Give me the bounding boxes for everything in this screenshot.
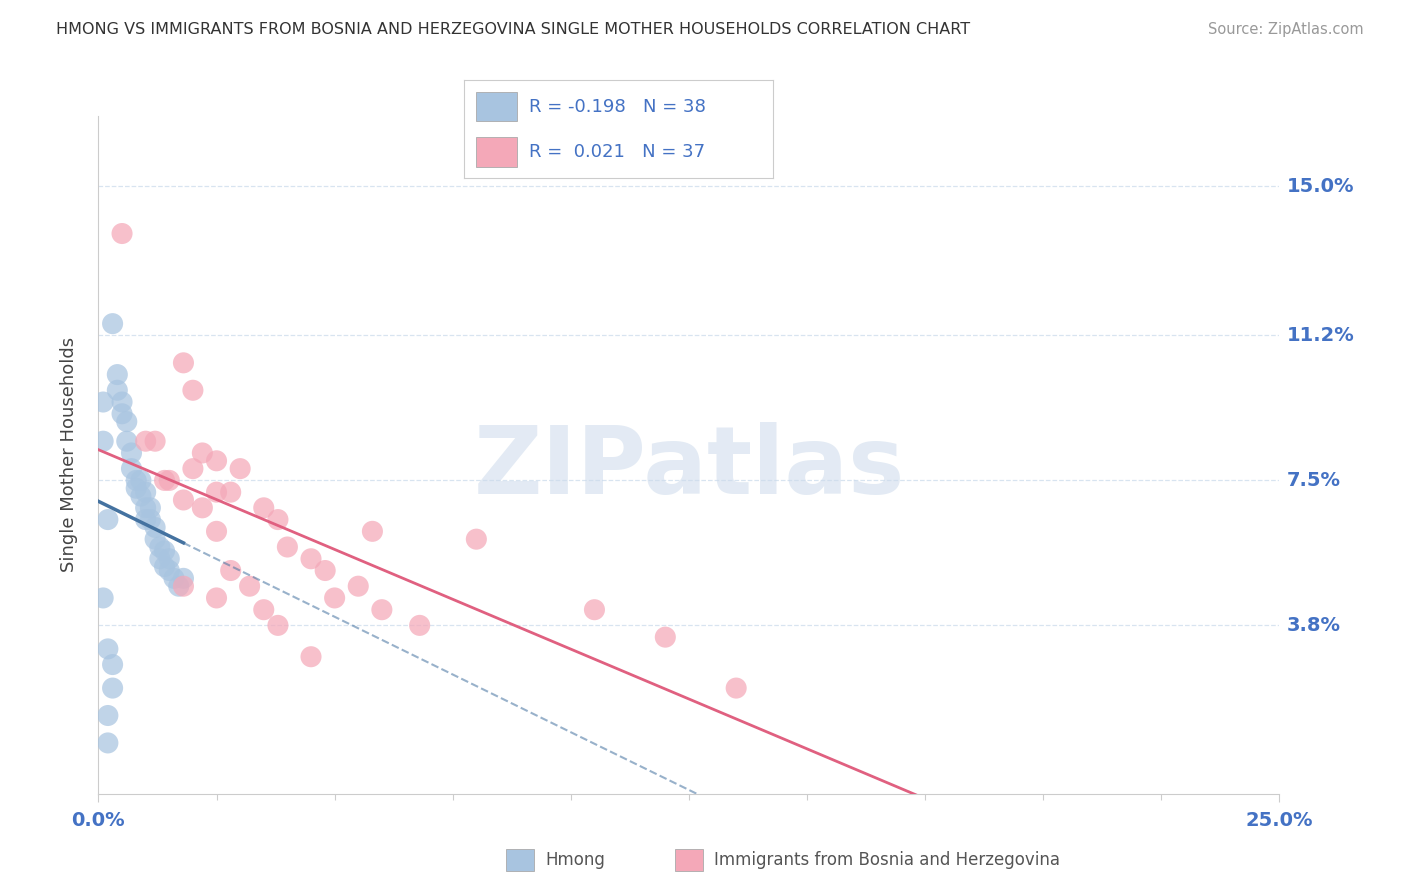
Point — [267, 512, 290, 526]
Point — [157, 551, 180, 566]
Point — [153, 559, 176, 574]
Point — [139, 512, 162, 526]
Point — [347, 579, 370, 593]
Point — [111, 227, 134, 241]
Point — [91, 434, 114, 449]
Point — [143, 434, 166, 449]
Point — [172, 579, 194, 593]
Point — [101, 317, 124, 331]
Text: Hmong: Hmong — [546, 851, 606, 869]
Point — [191, 446, 214, 460]
Point — [105, 384, 128, 398]
Point — [111, 407, 134, 421]
Point — [135, 434, 157, 449]
Point — [229, 461, 252, 475]
Point — [205, 524, 228, 539]
Point — [654, 630, 676, 644]
Point — [115, 434, 138, 449]
Point — [205, 485, 228, 500]
Bar — [477, 137, 516, 167]
Point — [172, 571, 194, 585]
Point — [143, 520, 166, 534]
Point — [157, 474, 180, 488]
Point — [105, 368, 128, 382]
Point — [149, 551, 172, 566]
Point — [101, 657, 124, 672]
Y-axis label: Single Mother Households: Single Mother Households — [59, 337, 77, 573]
Point — [135, 500, 157, 515]
Text: HMONG VS IMMIGRANTS FROM BOSNIA AND HERZEGOVINA SINGLE MOTHER HOUSEHOLDS CORRELA: HMONG VS IMMIGRANTS FROM BOSNIA AND HERZ… — [56, 22, 970, 37]
Point — [135, 485, 157, 500]
Point — [314, 564, 336, 578]
Text: R =  0.021   N = 37: R = 0.021 N = 37 — [529, 143, 704, 161]
Text: 7.5%: 7.5% — [1286, 471, 1340, 490]
Point — [125, 474, 148, 488]
Point — [725, 681, 748, 695]
Point — [129, 474, 152, 488]
Point — [371, 603, 394, 617]
Text: ZIPatlas: ZIPatlas — [474, 423, 904, 515]
Point — [163, 571, 186, 585]
Point — [153, 474, 176, 488]
Point — [276, 540, 298, 554]
Point — [101, 681, 124, 695]
Point — [239, 579, 262, 593]
Point — [121, 446, 143, 460]
Point — [97, 708, 120, 723]
Text: Immigrants from Bosnia and Herzegovina: Immigrants from Bosnia and Herzegovina — [714, 851, 1060, 869]
Bar — [477, 92, 516, 121]
Point — [191, 500, 214, 515]
Text: 11.2%: 11.2% — [1286, 326, 1354, 345]
Point — [299, 649, 322, 664]
Point — [97, 641, 120, 656]
Text: R = -0.198   N = 38: R = -0.198 N = 38 — [529, 98, 706, 116]
Point — [181, 384, 204, 398]
Point — [111, 395, 134, 409]
Point — [139, 500, 162, 515]
Point — [205, 454, 228, 468]
Point — [157, 564, 180, 578]
Point — [205, 591, 228, 605]
Point — [129, 489, 152, 503]
Point — [97, 512, 120, 526]
Point — [219, 564, 242, 578]
Point — [299, 551, 322, 566]
Point — [323, 591, 346, 605]
Point — [115, 415, 138, 429]
Point — [253, 603, 276, 617]
Point — [172, 356, 194, 370]
Text: 3.8%: 3.8% — [1286, 615, 1340, 635]
Text: 15.0%: 15.0% — [1286, 177, 1354, 196]
Point — [583, 603, 606, 617]
Point — [153, 544, 176, 558]
Point — [121, 461, 143, 475]
Point — [408, 618, 430, 632]
Point — [219, 485, 242, 500]
Text: Source: ZipAtlas.com: Source: ZipAtlas.com — [1208, 22, 1364, 37]
Point — [91, 591, 114, 605]
Point — [167, 579, 190, 593]
Point — [143, 532, 166, 546]
Point — [149, 540, 172, 554]
Point — [97, 736, 120, 750]
Point — [361, 524, 384, 539]
Point — [181, 461, 204, 475]
Point — [253, 500, 276, 515]
Point — [91, 395, 114, 409]
Point — [172, 493, 194, 508]
Point — [267, 618, 290, 632]
Point — [465, 532, 488, 546]
Point — [125, 481, 148, 495]
Point — [135, 512, 157, 526]
